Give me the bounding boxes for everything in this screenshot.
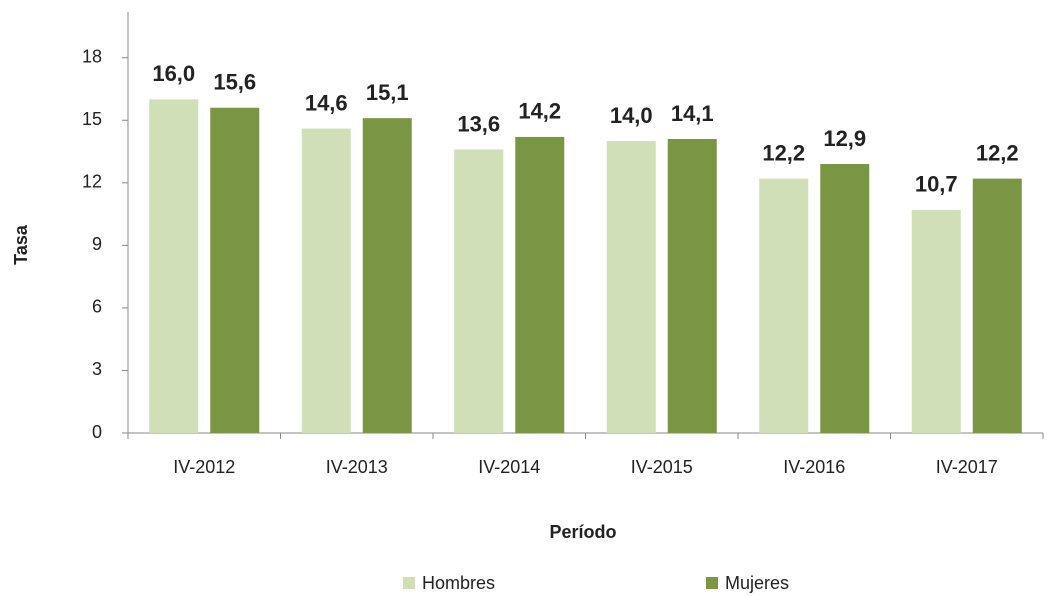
y-tick-label: 15: [82, 109, 102, 129]
bar: [820, 164, 870, 433]
x-tick-label: IV-2015: [631, 457, 693, 477]
bar: [454, 149, 504, 433]
bar: [149, 99, 199, 434]
y-axis-label: Tasa: [11, 224, 31, 265]
x-tick-label: IV-2016: [783, 457, 845, 477]
value-label: 14,6: [305, 90, 348, 115]
y-tick-label: 12: [82, 172, 102, 192]
value-label: 15,6: [213, 70, 256, 95]
value-label: 12,2: [762, 140, 805, 165]
legend-label: Hombres: [422, 573, 495, 593]
x-tick-label: IV-2017: [936, 457, 998, 477]
bar: [606, 141, 656, 433]
x-axis-label: Período: [549, 522, 616, 542]
bar: [301, 128, 351, 433]
y-tick-label: 6: [92, 297, 102, 317]
value-label: 15,1: [366, 80, 409, 105]
bar: [210, 107, 260, 434]
legend-swatch: [706, 577, 718, 589]
y-tick-label: 18: [82, 46, 102, 66]
y-tick-label: 9: [92, 234, 102, 254]
bar: [667, 139, 717, 433]
value-label: 14,0: [610, 103, 653, 128]
value-label: 10,7: [915, 172, 958, 197]
bar: [759, 178, 809, 433]
x-tick-label: IV-2014: [478, 457, 540, 477]
value-label: 16,0: [152, 61, 195, 86]
value-label: 12,9: [823, 126, 866, 151]
value-label: 12,2: [976, 140, 1019, 165]
value-label: 14,2: [518, 99, 561, 124]
y-tick-label: 3: [92, 359, 102, 379]
bar: [362, 118, 412, 433]
value-label: 14,1: [671, 101, 714, 126]
bar: [911, 209, 961, 433]
y-tick-label: 0: [92, 422, 102, 442]
value-label: 13,6: [457, 111, 500, 136]
x-tick-label: IV-2012: [173, 457, 235, 477]
legend-swatch: [403, 577, 415, 589]
bar: [515, 136, 565, 433]
bar: [972, 178, 1022, 433]
legend-label: Mujeres: [725, 573, 789, 593]
x-tick-label: IV-2013: [326, 457, 388, 477]
